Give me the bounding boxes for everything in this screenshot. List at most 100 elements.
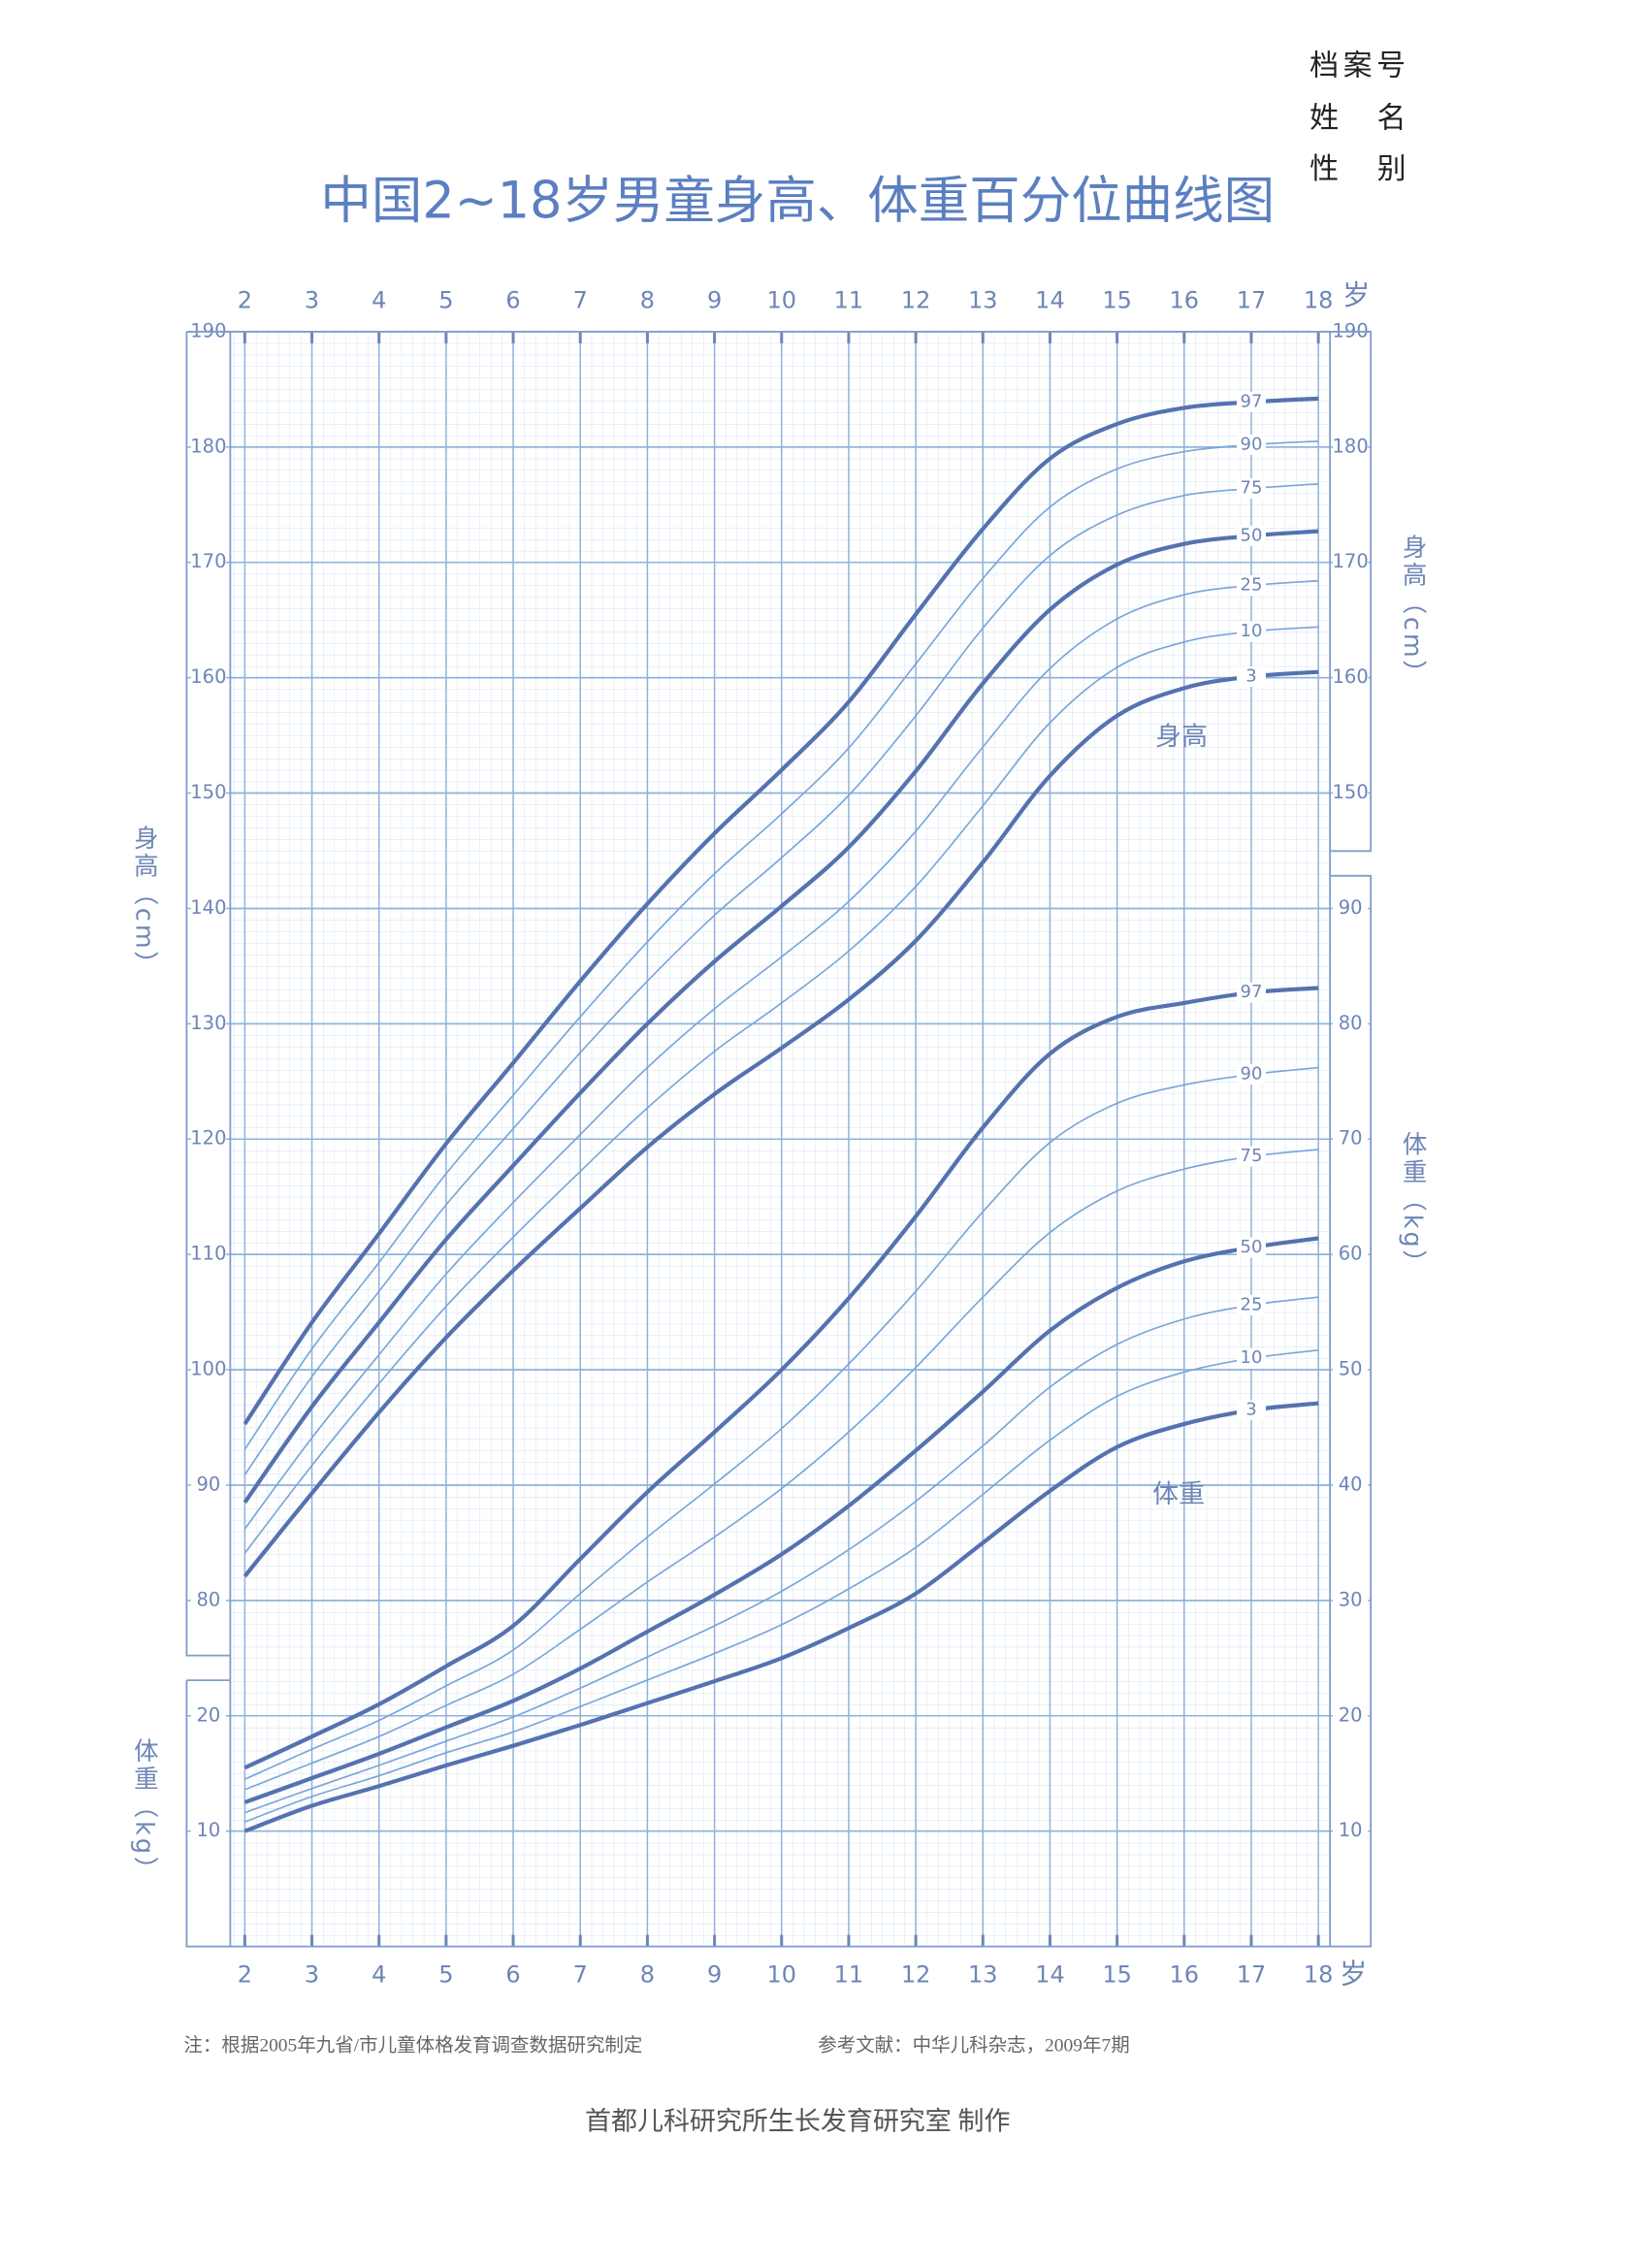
curve-label: 3 — [1245, 665, 1256, 686]
field-label: 姓 名 — [1310, 101, 1421, 135]
x-tick-label: 5 — [438, 286, 453, 313]
chart-title: 中国2~18岁男童身高、体重百分位曲线图 — [320, 172, 1275, 231]
y2-tick-label: 150 — [1333, 781, 1369, 803]
x-tick-label: 3 — [305, 1961, 319, 1989]
curve-label: 75 — [1241, 478, 1263, 499]
curve-label-bg — [1236, 665, 1266, 687]
tick-label-bg — [1333, 437, 1369, 458]
x-tick-label: 2 — [238, 286, 252, 313]
reference: 参考文献：中华儿科杂志，2009年7期 — [818, 2035, 1130, 2057]
curve-label: 97 — [1241, 391, 1263, 411]
curve-label-bg — [1236, 1237, 1266, 1258]
x-tick-label: 13 — [968, 1961, 998, 1989]
tick-label-bg — [190, 1590, 226, 1611]
y2-tick-label: 90 — [1339, 896, 1363, 919]
tick-label-bg — [190, 667, 226, 689]
x-tick-label: 10 — [766, 1961, 796, 1989]
x-tick-label: 11 — [834, 286, 864, 313]
y2-tick-label: 190 — [1333, 319, 1369, 341]
y-axis-label: 身高（cm） — [129, 825, 158, 979]
percentile-curve — [243, 986, 1319, 1770]
y-tick-label: 130 — [190, 1012, 226, 1034]
tick-label-bg — [1333, 1128, 1369, 1150]
x-tick-label: 9 — [707, 286, 722, 313]
y-tick-label: 160 — [190, 665, 226, 688]
axis-frames — [185, 331, 1373, 1948]
x-tick-label: 18 — [1304, 286, 1334, 313]
y2-tick-label: 60 — [1339, 1243, 1363, 1265]
field-label: 档案号 — [1310, 49, 1409, 82]
curve-label: 50 — [1241, 1237, 1263, 1257]
x-tick-label: 4 — [372, 1961, 386, 1989]
percentile-curve — [244, 1149, 1319, 1791]
annotation: 身高 — [1155, 722, 1208, 752]
percentile-curve — [242, 529, 1319, 1504]
tick-label-bg — [190, 897, 226, 919]
y2-tick-label: 20 — [1339, 1703, 1363, 1726]
x-tick-label: 5 — [438, 1961, 453, 1989]
tick-label-bg — [1333, 897, 1369, 919]
x-unit: 岁 — [1340, 1959, 1367, 1991]
annotation: 体重 — [1152, 1479, 1205, 1509]
curve-label-bg — [1236, 1064, 1266, 1085]
tick-label-bg — [1333, 1013, 1369, 1034]
curve-label: 97 — [1241, 982, 1263, 1002]
x-tick-label: 11 — [834, 1961, 864, 1989]
percentile-curve — [244, 1066, 1319, 1780]
y-axis-label: 体重（kg） — [129, 1738, 158, 1885]
x-tick-label: 16 — [1170, 286, 1200, 313]
percentile-curve — [243, 626, 1319, 1554]
tick-label-bg — [1333, 783, 1369, 804]
tick-label-bg — [190, 1821, 226, 1842]
tick-label-bg — [190, 1013, 226, 1034]
tick-label-bg — [1333, 552, 1369, 573]
credit: 首都儿科研究所生长发育研究室 制作 — [585, 2107, 1011, 2136]
curve-label-bg — [1236, 1347, 1266, 1369]
x-tick-label: 8 — [640, 1961, 655, 1989]
tick-label-bg — [190, 1705, 226, 1727]
curve-label-bg — [1236, 525, 1266, 546]
y2-tick-label: 30 — [1339, 1588, 1363, 1610]
curve-label-bg — [1236, 391, 1266, 412]
curve-label-bg — [1236, 575, 1266, 597]
tick-label-bg — [1333, 1590, 1369, 1611]
curve-label: 50 — [1241, 525, 1263, 545]
percentile-curve — [243, 440, 1319, 1450]
curve-label-bg — [1236, 1294, 1266, 1315]
y-axis-label: 身高（cm） — [1398, 534, 1427, 688]
curve-label-bg — [1236, 982, 1266, 1003]
tick-label-bg — [190, 552, 226, 573]
percentile-curve — [244, 1296, 1319, 1814]
y-tick-label: 190 — [190, 319, 226, 341]
x-tick-label: 16 — [1170, 1961, 1200, 1989]
curve-label-bg — [1236, 1400, 1266, 1421]
y2-tick-label: 80 — [1339, 1012, 1363, 1034]
curve-label: 10 — [1241, 621, 1263, 641]
y-tick-label: 100 — [190, 1358, 226, 1380]
curve-label-bg — [1236, 478, 1266, 500]
curve-label: 10 — [1241, 1347, 1263, 1368]
y-tick-label: 110 — [190, 1243, 226, 1265]
tick-label-bg — [190, 1474, 226, 1496]
x-tick-label: 18 — [1304, 1961, 1334, 1989]
y-tick-label: 90 — [196, 1473, 220, 1495]
y2-tick-label: 160 — [1333, 665, 1369, 688]
tick-label-bg — [190, 783, 226, 804]
x-tick-label: 14 — [1035, 286, 1065, 313]
percentile-curve — [242, 396, 1319, 1426]
curve-label: 25 — [1241, 1294, 1263, 1314]
curve-label: 3 — [1245, 1400, 1256, 1420]
x-tick-label: 7 — [573, 286, 588, 313]
tick-label-bg — [1333, 1359, 1369, 1380]
y2-tick-label: 40 — [1339, 1473, 1363, 1495]
curves — [242, 396, 1319, 1833]
x-tick-label: 6 — [505, 1961, 520, 1989]
y-tick-label: 10 — [196, 1819, 220, 1841]
curve-label-bg — [1236, 621, 1266, 642]
tick-label-bg — [190, 1359, 226, 1380]
x-tick-label: 14 — [1035, 1961, 1065, 1989]
x-tick-label: 12 — [901, 1961, 931, 1989]
major-grid — [186, 331, 1372, 1947]
percentile-curve — [244, 1349, 1319, 1823]
